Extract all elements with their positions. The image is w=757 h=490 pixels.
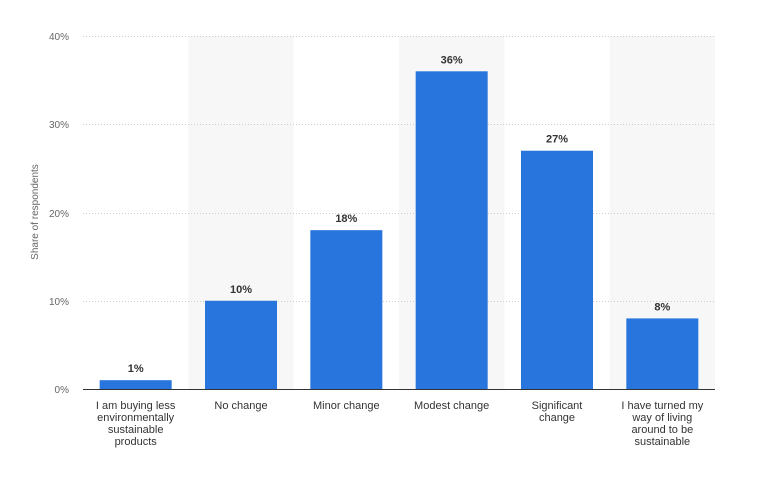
y-axis-title: Share of respondents <box>30 164 41 260</box>
x-tick-label-line: Modest change <box>414 400 489 412</box>
bar <box>99 380 172 389</box>
bar <box>310 230 383 389</box>
bar <box>415 71 488 390</box>
x-tick-label: No change <box>214 400 267 412</box>
data-label: 36% <box>441 54 463 66</box>
y-tick-label: 0% <box>55 385 70 396</box>
y-tick-label: 40% <box>49 32 69 43</box>
y-tick-label: 30% <box>49 120 69 131</box>
data-label: 1% <box>128 363 144 375</box>
y-tick-label: 10% <box>49 297 69 308</box>
x-tick-label: I have turned my way of living around to b… <box>621 400 703 448</box>
x-tick-label-line: I have turned my <box>621 400 703 412</box>
data-label: 18% <box>335 213 357 225</box>
x-tick-label: Modest change <box>414 400 489 412</box>
bar <box>626 318 699 389</box>
x-tick-label-line: I am buying less <box>96 400 176 412</box>
data-label: 27% <box>546 134 568 146</box>
x-axis-tick-labels: I am buying less environmentally sustainab… <box>96 400 704 448</box>
bar <box>521 150 593 389</box>
data-label: 10% <box>230 284 252 296</box>
bars <box>99 71 699 390</box>
x-tick-label-line: around to be <box>631 424 693 436</box>
bar <box>205 300 277 389</box>
x-tick-label-line: products <box>115 436 158 448</box>
x-tick-label-line: environmentally <box>97 412 175 424</box>
x-tick-label-line: way of living <box>631 412 692 424</box>
y-axis-ticks: 0% 10% 20% 30% 40% <box>49 32 69 396</box>
x-tick-label-line: No change <box>214 400 267 412</box>
data-labels: 1% 10% 18% 36% 27% 8% <box>128 54 671 375</box>
x-tick-label-line: sustainable <box>635 436 691 448</box>
x-tick-label-line: Significant <box>532 400 583 412</box>
x-tick-label: Significant change <box>532 400 583 424</box>
x-tick-label-line: Minor change <box>313 400 380 412</box>
x-tick-label-line: sustainable <box>108 424 164 436</box>
data-label: 8% <box>654 301 670 313</box>
x-tick-label-line: change <box>539 412 575 424</box>
y-tick-label: 20% <box>49 209 69 220</box>
x-tick-label: I am buying less environmentally sustainab… <box>96 400 176 448</box>
x-tick-label: Minor change <box>313 400 380 412</box>
gridlines <box>83 36 715 302</box>
